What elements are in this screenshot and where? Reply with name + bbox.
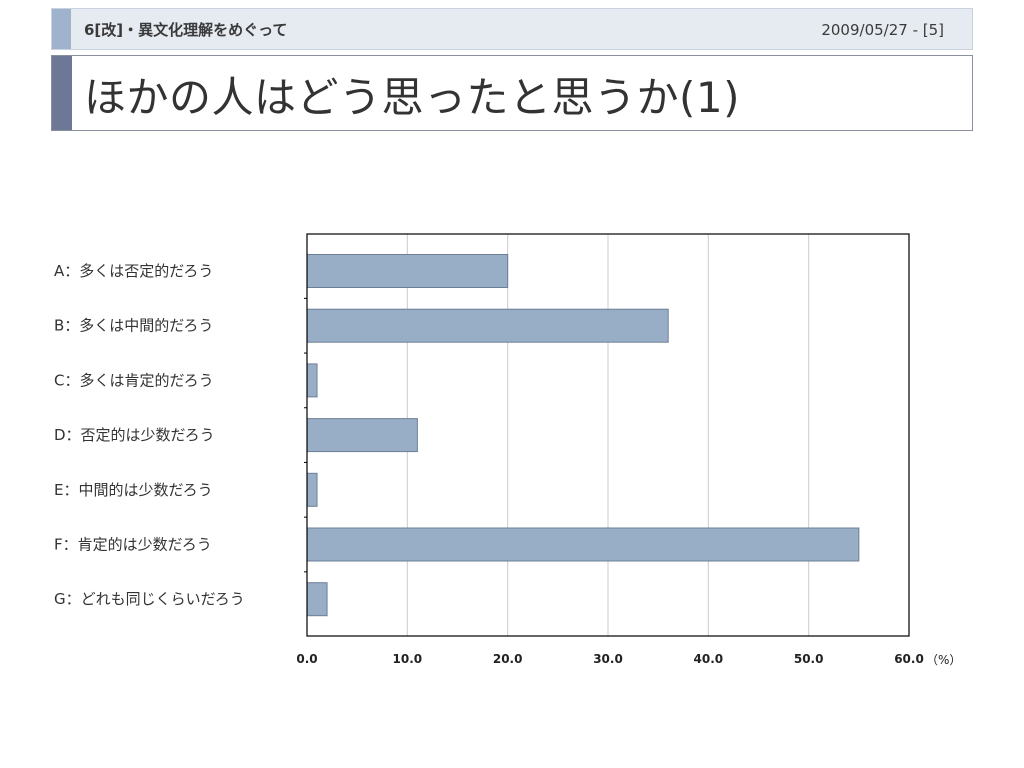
category-label: B：多くは中間的だろう <box>54 317 213 335</box>
header-accent <box>52 9 71 49</box>
grid-layer <box>406 234 810 636</box>
category-label: D：否定的は少数だろう <box>54 426 215 444</box>
x-tick-label: 20.0 <box>493 652 523 666</box>
bar <box>306 308 669 343</box>
title-accent <box>52 56 72 130</box>
bar <box>306 254 509 288</box>
x-tick-label: 60.0 <box>894 652 924 666</box>
x-tick-label: 0.0 <box>296 652 317 666</box>
x-tick-label: 50.0 <box>794 652 824 666</box>
label-layer: A：多くは否定的だろう B：多くは中間的だろう C：多くは肯定的だろう D：否定的は少… <box>54 262 245 608</box>
x-tick-label: 10.0 <box>393 652 423 666</box>
slide-title: ほかの人はどう思ったと思うか(1) <box>84 73 740 122</box>
header-bar: 6[改]・異文化理解をめぐって 2009/05/27 - [5] <box>51 8 973 50</box>
bar <box>306 527 860 562</box>
category-label: A：多くは否定的だろう <box>54 262 213 280</box>
bar <box>306 363 318 398</box>
category-label: E：中間的は少数だろう <box>54 481 213 499</box>
x-unit-label: （%） <box>926 653 961 667</box>
tick-layer: 0.0 10.0 20.0 30.0 40.0 50.0 60.0 <box>296 652 923 666</box>
title-box: ほかの人はどう思ったと思うか(1) <box>51 55 973 131</box>
plot-frame <box>306 233 910 637</box>
x-tick-label: 30.0 <box>593 652 623 666</box>
bar <box>306 582 328 617</box>
category-label: G：どれも同じくらいだろう <box>54 590 245 608</box>
x-tick-label: 40.0 <box>694 652 724 666</box>
bar <box>306 472 318 507</box>
section-label: 6[改]・異文化理解をめぐって <box>84 21 288 39</box>
bar-layer <box>304 254 860 617</box>
bar <box>306 418 418 453</box>
category-label: C：多くは肯定的だろう <box>54 371 214 389</box>
date-label: 2009/05/27 - [5] <box>821 21 944 39</box>
category-label: F：肯定的は少数だろう <box>54 536 212 554</box>
